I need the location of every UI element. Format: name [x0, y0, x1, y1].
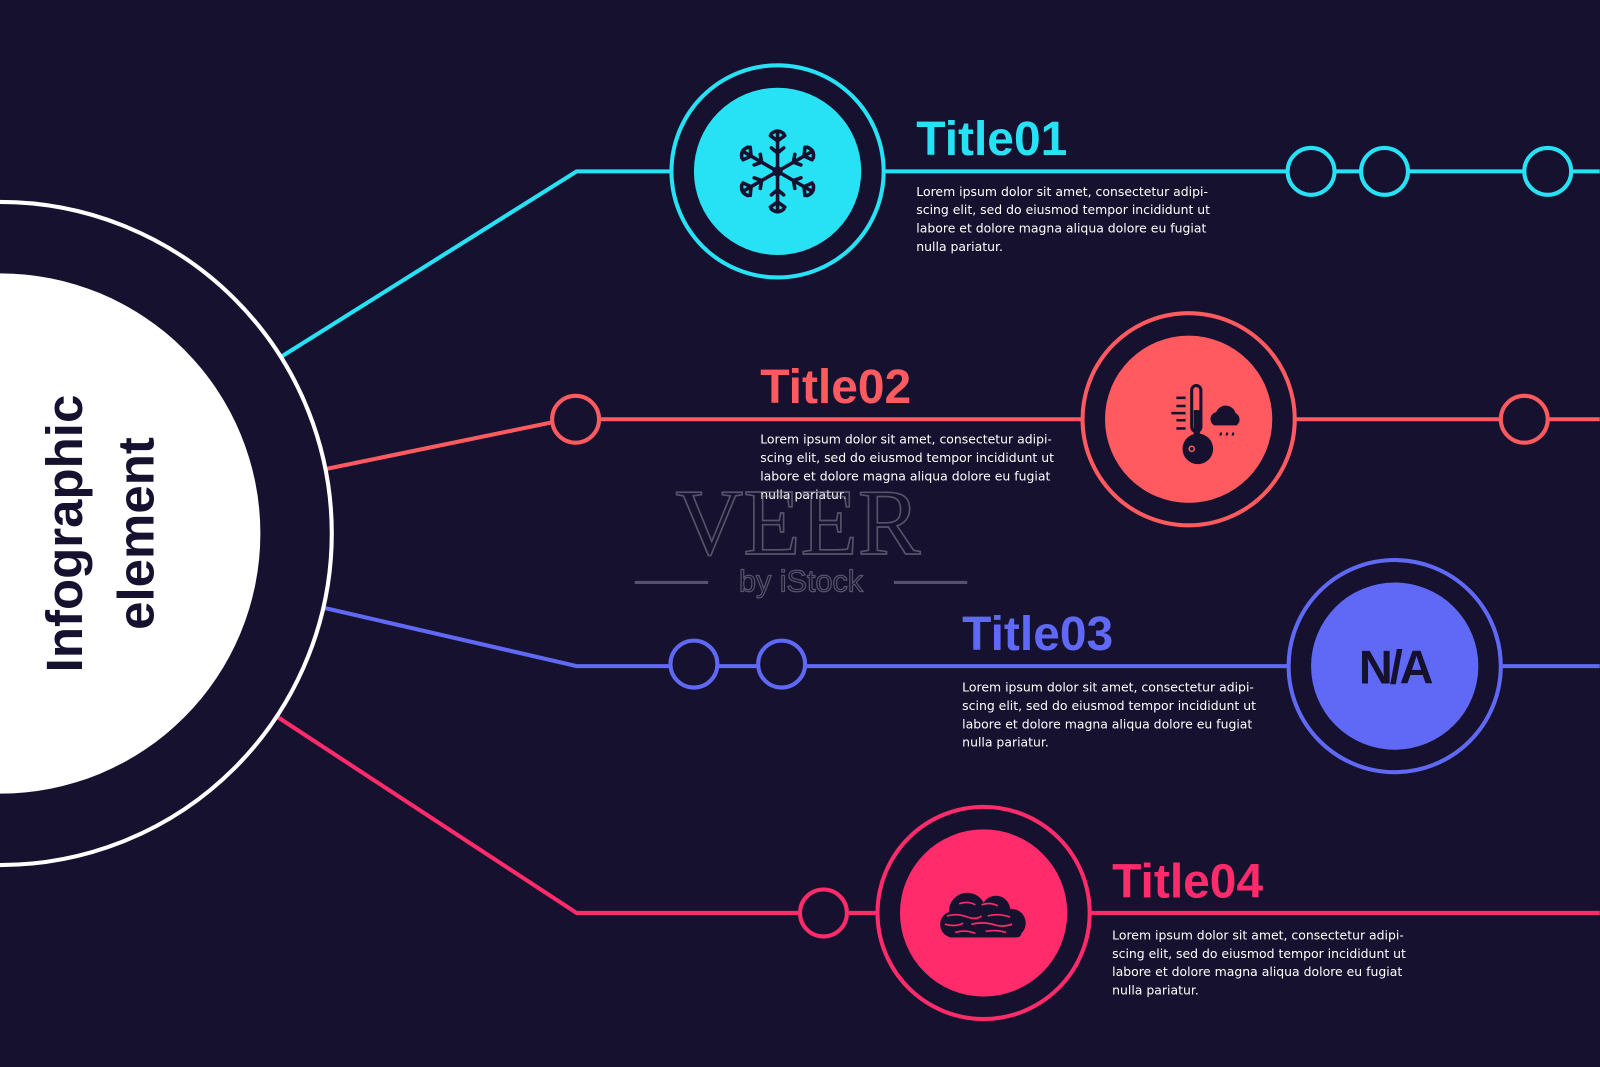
item-title: Title04	[1112, 856, 1263, 909]
branch-2	[324, 311, 1600, 528]
node-dot	[550, 393, 602, 445]
item-description: Lorem ipsum dolor sit amet, consectetur …	[760, 432, 1058, 502]
node-dot	[668, 638, 720, 690]
node-dot	[1498, 393, 1550, 445]
not-applicable-icon: N/A	[1359, 641, 1433, 693]
center-label-line1: Infographic	[36, 395, 93, 673]
item-title: Title01	[916, 113, 1067, 166]
node-dot	[797, 887, 849, 939]
center-label: Infographic element	[36, 395, 164, 673]
icon-ring	[1286, 557, 1503, 775]
icon-disc	[1105, 335, 1273, 503]
node-dot	[1359, 145, 1411, 197]
center-ring	[0, 200, 334, 867]
center-label-line2: element	[107, 437, 164, 630]
item-title: Title02	[760, 361, 911, 414]
item-description: Lorem ipsum dolor sit amet, consectetur …	[1112, 927, 1410, 997]
connector-line	[324, 605, 671, 669]
node-dot	[1285, 145, 1337, 197]
icon-ring	[1080, 311, 1297, 528]
connector-line	[276, 715, 800, 916]
snowflake-icon	[737, 129, 818, 214]
icon-disc	[1311, 582, 1479, 750]
node-dot	[1522, 145, 1574, 197]
connector-line	[324, 420, 553, 472]
center-disc	[0, 273, 261, 794]
watermark-main: VEER	[675, 471, 920, 575]
item-description: Lorem ipsum dolor sit amet, consectetur …	[916, 184, 1214, 254]
node-dot	[756, 638, 808, 690]
icon-ring	[669, 63, 886, 280]
watermark: VEER by iStock	[634, 470, 968, 599]
icon-ring	[875, 804, 1092, 1022]
fog-cloud-icon	[940, 892, 1026, 938]
branch-3	[324, 557, 1600, 775]
item-title: Title03	[962, 608, 1113, 661]
connector-line	[279, 169, 671, 359]
thermometer-cloud-rain-icon	[1171, 384, 1240, 465]
watermark-sub: by iStock	[739, 565, 864, 599]
item-description: Lorem ipsum dolor sit amet, consectetur …	[962, 680, 1260, 750]
